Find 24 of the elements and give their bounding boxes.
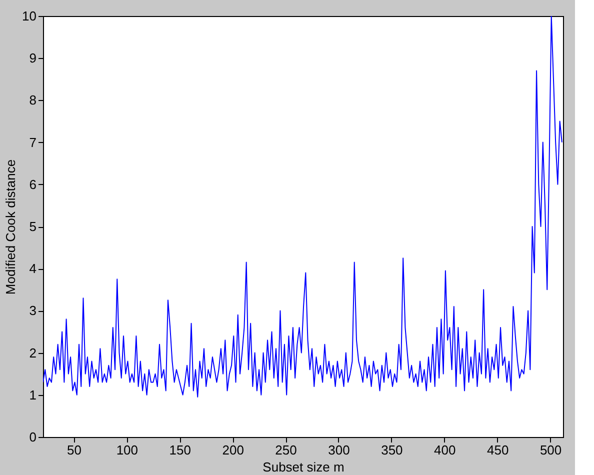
x-tick-label: 250 bbox=[275, 442, 297, 458]
x-tick-label: 100 bbox=[116, 442, 138, 458]
y-axis-title: Modified Cook distance bbox=[3, 159, 18, 295]
x-tick-label: 500 bbox=[540, 442, 562, 458]
y-tick-label: 2 bbox=[29, 345, 36, 360]
y-tick-label: 0 bbox=[29, 430, 36, 444]
y-tick-label: 9 bbox=[29, 50, 36, 66]
x-tick-label: 400 bbox=[434, 442, 456, 458]
y-tick-label: 3 bbox=[29, 303, 36, 318]
y-tick-label: 7 bbox=[29, 134, 36, 150]
line-series bbox=[43, 16, 562, 398]
y-tick-label: 4 bbox=[29, 261, 36, 276]
y-tick-label: 6 bbox=[29, 176, 36, 192]
x-tick-label: 300 bbox=[328, 442, 350, 458]
x-axis-title: Subset size m bbox=[262, 460, 344, 474]
x-tick-label: 200 bbox=[222, 442, 244, 458]
y-tick-label: 10 bbox=[22, 8, 36, 24]
x-tick-label: 450 bbox=[486, 442, 509, 458]
x-tick-label: 350 bbox=[381, 442, 403, 458]
y-tick-label: 1 bbox=[29, 387, 36, 402]
y-tick-label: 5 bbox=[29, 219, 36, 234]
x-tick-label: 150 bbox=[169, 442, 191, 458]
y-tick-label: 8 bbox=[29, 92, 36, 108]
x-tick-label: 50 bbox=[66, 442, 82, 458]
